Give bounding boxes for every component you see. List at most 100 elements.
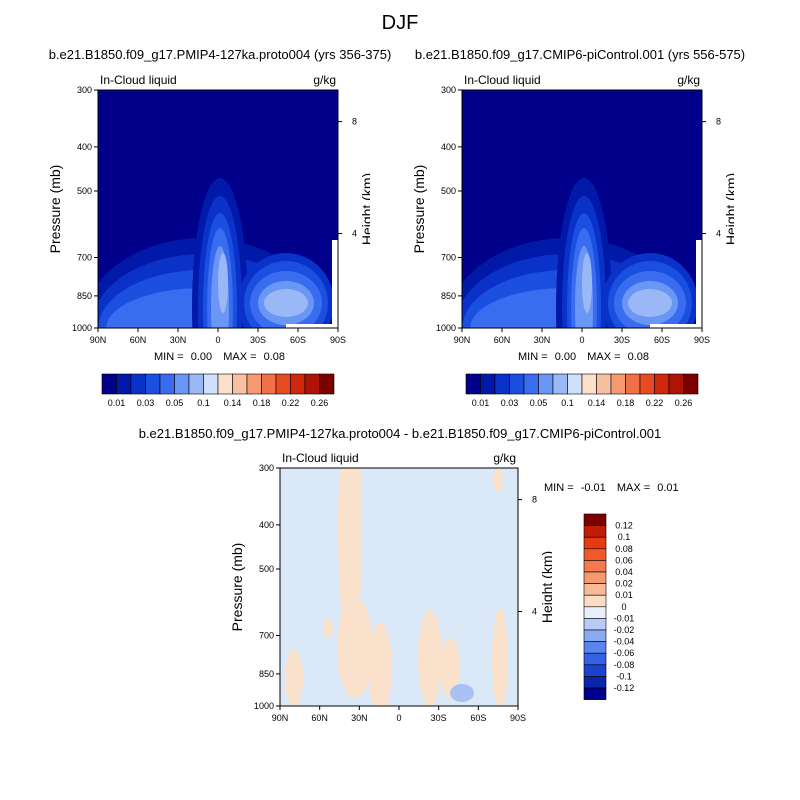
colorbar-3-label: 0.1 — [618, 532, 631, 542]
colorbar-1-swatch — [261, 373, 277, 395]
colorbar-2-swatch — [523, 373, 539, 395]
x-tick-label: 0 — [396, 713, 401, 723]
panel-3-right-label: g/kg — [493, 451, 516, 465]
y-tick-label: 700 — [259, 630, 274, 640]
colorbar-1-swatch — [174, 373, 190, 395]
colorbar-3-label: 0.12 — [615, 521, 633, 531]
y2-tick-label: 4 — [716, 229, 721, 239]
colorbar-1: 0.01 0.03 0.05 0.1 0.14 0.18 0.22 0.26 — [101, 373, 335, 408]
colorbar-1-swatch — [232, 373, 248, 395]
colorbar-3-label: -0.01 — [614, 613, 635, 623]
x-tick-label: 90S — [330, 335, 346, 345]
panel-3-max-value: 0.01 — [657, 482, 679, 494]
page-title: DJF — [381, 12, 419, 34]
colorbar-2-swatch — [509, 373, 525, 395]
x-tick-label: 60S — [654, 335, 670, 345]
colorbar-2-swatch — [567, 373, 583, 395]
x-tick-label: 90S — [510, 713, 526, 723]
colorbar-2-swatch — [596, 373, 612, 395]
colorbar-3-label: 0.04 — [615, 567, 633, 577]
x-tick-label: 30N — [534, 335, 551, 345]
colorbar-2-swatch — [552, 373, 568, 395]
chart-panel-3: In-Cloud liquid g/kg 90N 60N 30N 0 30S 60S 90S 30… — [229, 451, 552, 723]
colorbar-3-label: -0.04 — [614, 637, 635, 647]
colorbar-3-swatch — [583, 606, 607, 619]
colorbar-1-swatch — [275, 373, 291, 395]
colorbar-2-swatch — [654, 373, 670, 395]
colorbar-2-swatch — [581, 373, 597, 395]
positive-anomaly — [440, 638, 460, 698]
contour-lobe — [264, 289, 308, 317]
x-tick-label: 30S — [250, 335, 266, 345]
y-tick-label: 500 — [77, 186, 92, 196]
panel-1-field — [98, 90, 338, 328]
panel-3-y2label: Height (km) — [539, 551, 552, 623]
colorbar-2-swatch — [639, 373, 655, 395]
y-tick-label: 850 — [441, 291, 456, 301]
x-tick-label: 60N — [494, 335, 511, 345]
y-tick-label: 300 — [77, 85, 92, 95]
y-tick-label: 400 — [259, 520, 274, 530]
colorbar-2-label: 0.1 — [561, 398, 574, 408]
colorbar-3-label: 0.02 — [615, 579, 633, 589]
panel-2-max-label: MAX = — [587, 351, 621, 363]
x-tick-label: 90N — [454, 335, 471, 345]
x-tick-label: 90N — [272, 713, 289, 723]
colorbar-2-label: 0.18 — [617, 398, 635, 408]
colorbar-3-label: -0.1 — [616, 671, 632, 681]
colorbar-1-label: 0.26 — [311, 398, 329, 408]
colorbar-2-swatch — [480, 373, 496, 395]
colorbar-2-label: 0.03 — [501, 398, 519, 408]
y2-tick-label: 8 — [532, 495, 537, 505]
colorbar-2-swatch — [538, 373, 554, 395]
colorbar-3-label: 0.08 — [615, 544, 633, 554]
x-tick-label: 30S — [614, 335, 630, 345]
missing-data — [650, 324, 702, 328]
colorbar-2: 0.01 0.03 0.05 0.1 0.14 0.18 0.22 0.26 — [465, 373, 699, 408]
positive-anomaly — [285, 650, 303, 706]
y-tick-label: 300 — [259, 463, 274, 473]
y-tick-label: 500 — [441, 186, 456, 196]
contour-lobe — [628, 289, 672, 317]
colorbar-1-swatch — [159, 373, 175, 395]
panel-1-y2label: Height (km) — [359, 173, 370, 245]
contour-core — [582, 253, 592, 313]
x-tick-label: 60N — [311, 713, 328, 723]
colorbar-3-label: -0.12 — [614, 683, 635, 693]
colorbar-3-swatch — [583, 652, 607, 666]
panel-1-left-label: In-Cloud liquid — [100, 73, 177, 87]
colorbar-3-label: -0.08 — [614, 660, 635, 670]
positive-anomaly — [323, 618, 333, 638]
colorbar-3: 0.120.1 0.080.06 0.04 0.020.01 0-0.01 -0.02 -0… — [583, 513, 635, 700]
colorbar-2-swatch — [668, 373, 684, 395]
panel-2-ylabel: Pressure (mb) — [411, 165, 427, 254]
panel-2-right-label: g/kg — [677, 73, 700, 87]
panel-2-title: b.e21.B1850.f09_g17.CMIP6-piControl.001 … — [414, 47, 746, 62]
x-tick-label: 30N — [351, 713, 368, 723]
y-tick-label: 300 — [441, 85, 456, 95]
panel-3-ylabel: Pressure (mb) — [229, 543, 245, 632]
colorbar-2-swatch — [683, 373, 699, 395]
colorbar-2-label: 0.26 — [675, 398, 693, 408]
x-tick-label: 90N — [90, 335, 107, 345]
panel-2-left-label: In-Cloud liquid — [464, 73, 541, 87]
colorbar-1-swatch — [246, 373, 262, 395]
missing-data — [286, 324, 338, 328]
positive-anomaly — [368, 623, 392, 706]
colorbar-3-swatch — [583, 548, 607, 561]
colorbar-2-swatch — [465, 373, 481, 395]
colorbar-2-swatch — [610, 373, 626, 395]
panel-3-min-value: -0.01 — [580, 482, 606, 494]
panel-1-ylabel: Pressure (mb) — [47, 165, 63, 254]
panel-2-field — [462, 90, 702, 328]
colorbar-1-swatch — [188, 373, 204, 395]
colorbar-2-swatch — [625, 373, 641, 395]
panel-1-max-label: MAX = — [223, 351, 257, 363]
panel-3-field — [280, 468, 518, 706]
colorbar-3-swatch — [583, 536, 607, 550]
x-tick-label: 30N — [170, 335, 187, 345]
x-tick-label: 30S — [431, 713, 447, 723]
y2-tick-label: 8 — [716, 117, 721, 127]
colorbar-1-swatch — [217, 373, 233, 395]
y-tick-label: 1000 — [436, 323, 456, 333]
